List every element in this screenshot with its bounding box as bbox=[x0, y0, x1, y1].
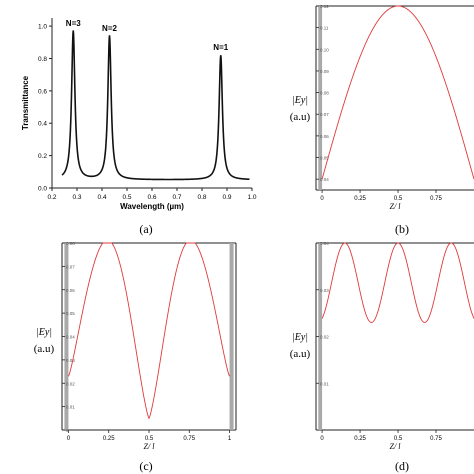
panel-d-x-tick-label: 0.25 bbox=[354, 436, 366, 442]
panel-b-y-tick-label: 0.06 bbox=[320, 134, 329, 139]
panel-b-series-line bbox=[321, 5, 474, 180]
panel-b-y-tick-label: 0.09 bbox=[320, 69, 329, 74]
panel-a-x-tick-label: 1.0 bbox=[247, 194, 256, 201]
panel-b-y-tick-label: 0.12 bbox=[320, 4, 329, 9]
panel-d-y-label-line2: (a.u) bbox=[290, 348, 311, 360]
panel-a-y-tick-label: 0.8 bbox=[38, 56, 47, 63]
panel-b-y-tick-label: 0.08 bbox=[320, 91, 329, 96]
panel-b-x-tick-label: 0.5 bbox=[394, 196, 403, 202]
panel-a-y-tick-label: 0.2 bbox=[38, 153, 47, 160]
panel-b-field: 0 0.25 0.5 0.75 0.04 0.05 0.06 0.07 0.08 0.09 0.10… bbox=[290, 4, 474, 211]
panel-b-x-tick-label: 0.75 bbox=[430, 196, 442, 202]
panel-c-metal-band bbox=[64, 243, 69, 430]
panel-d-x-tick-label: 0 bbox=[320, 436, 324, 442]
panel-a-transmittance: 0.2 0.3 0.4 0.5 0.6 0.7 0.8 0.9 1.00.00.20.40.60… bbox=[21, 18, 257, 211]
panel-c-y-label-line2: (a.u) bbox=[34, 343, 55, 355]
panel-b-x-label: Z/ l bbox=[390, 202, 402, 211]
panel-a-x-tick-label: 0.3 bbox=[72, 194, 81, 201]
panel-a-peak-label: N=1 bbox=[213, 43, 228, 52]
panel-a-y-tick-label: 0.0 bbox=[38, 186, 47, 193]
panel-b-y-label-line1: |Ey| bbox=[292, 95, 308, 106]
panel-a-x-tick-label: 0.4 bbox=[97, 194, 106, 201]
panel-d-series-line bbox=[321, 242, 474, 323]
panel-d-y-tick-label: 0.01 bbox=[320, 381, 329, 386]
panel-a-x-tick-label: 0.6 bbox=[147, 194, 156, 201]
panel-c-y-tick-label: 0.06 bbox=[66, 288, 75, 293]
panel-b-y-tick-label: 0.05 bbox=[320, 156, 329, 161]
panel-d-y-tick-label: 0.04 bbox=[320, 241, 329, 246]
panel-b-metal-band bbox=[318, 6, 323, 190]
panel-a-y-tick-label: 1.0 bbox=[38, 24, 47, 31]
panel-c-x-label: Z/ l bbox=[144, 442, 156, 451]
panel-c-y-tick-label: 0.02 bbox=[66, 381, 75, 386]
panel-a-peak-label: N=3 bbox=[66, 19, 81, 28]
panel-c-x-tick-label: 0.75 bbox=[183, 436, 195, 442]
panel-a-x-tick-label: 0.9 bbox=[222, 194, 231, 201]
panel-a-x-label: Wavelength (µm) bbox=[120, 202, 184, 211]
panel-b-caption: (b) bbox=[395, 222, 409, 236]
panel-a-peak-label: N=2 bbox=[102, 24, 117, 33]
panel-d-field: 0 0.25 0.5 0.75 0.01 0.02 0.03 0.04 Z/ l |Ey| (a.u… bbox=[290, 241, 474, 451]
panel-c-y-label-line1: |Ey| bbox=[36, 327, 52, 338]
panel-b-y-label-line2: (a.u) bbox=[290, 111, 311, 123]
panel-c-caption: (c) bbox=[139, 459, 152, 473]
panel-c-y-tick-label: 0.08 bbox=[66, 241, 75, 246]
panel-a-caption: (a) bbox=[139, 222, 152, 236]
panel-a-y-tick-label: 0.4 bbox=[38, 121, 47, 128]
panel-a-y-label: Transmittance bbox=[21, 75, 30, 130]
panel-c-x-tick-label: 0.25 bbox=[103, 436, 115, 442]
panel-b-y-tick-label: 0.11 bbox=[320, 26, 329, 31]
panel-c-y-tick-label: 0.05 bbox=[66, 311, 75, 316]
panel-a-x-tick-label: 0.5 bbox=[122, 194, 131, 201]
panel-b-y-tick-label: 0.04 bbox=[320, 177, 329, 182]
panel-c-y-tick-label: 0.04 bbox=[66, 335, 75, 340]
panel-d-metal-band bbox=[318, 243, 323, 430]
panel-c-metal-band bbox=[229, 243, 234, 430]
panel-b-x-tick-label: 0.25 bbox=[354, 196, 366, 202]
panel-d-y-label-line1: |Ey| bbox=[292, 332, 308, 343]
panel-c-y-tick-label: 0.03 bbox=[66, 358, 75, 363]
panel-b-y-tick-label: 0.07 bbox=[320, 112, 329, 117]
panel-d-x-tick-label: 0.5 bbox=[394, 436, 403, 442]
panel-d-y-tick-label: 0.03 bbox=[320, 288, 329, 293]
panel-c-series-line bbox=[68, 242, 230, 420]
panel-c-y-tick-label: 0.07 bbox=[66, 264, 75, 269]
panel-a-x-tick-label: 0.8 bbox=[197, 194, 206, 201]
panel-d-caption: (d) bbox=[395, 459, 409, 473]
panel-c-y-tick-label: 0.01 bbox=[66, 405, 75, 410]
panel-a-x-tick-label: 0.2 bbox=[47, 194, 56, 201]
panel-d-x-label: Z/ l bbox=[390, 442, 402, 451]
panel-a-y-tick-label: 0.6 bbox=[38, 88, 47, 95]
panel-b-x-tick-label: 0 bbox=[320, 196, 324, 202]
panel-c-y-tick-label: 0 bbox=[66, 428, 69, 433]
panel-d-y-tick-label: 0.02 bbox=[320, 335, 329, 340]
panel-a-series-line bbox=[61, 30, 250, 181]
panel-d-x-tick-label: 0.75 bbox=[430, 436, 442, 442]
panel-a-x-tick-label: 0.7 bbox=[172, 194, 181, 201]
panel-c-x-tick-label: 1 bbox=[228, 436, 232, 442]
panel-c-x-tick-label: 0 bbox=[67, 436, 71, 442]
panel-b-y-tick-label: 0.10 bbox=[320, 47, 329, 52]
panel-c-x-tick-label: 0.5 bbox=[145, 436, 154, 442]
panel-c-field: 0 0.25 0.5 0.75 1 0 0.01 0.02 0.03 0.04 0.05 0.06 0.… bbox=[34, 241, 237, 451]
